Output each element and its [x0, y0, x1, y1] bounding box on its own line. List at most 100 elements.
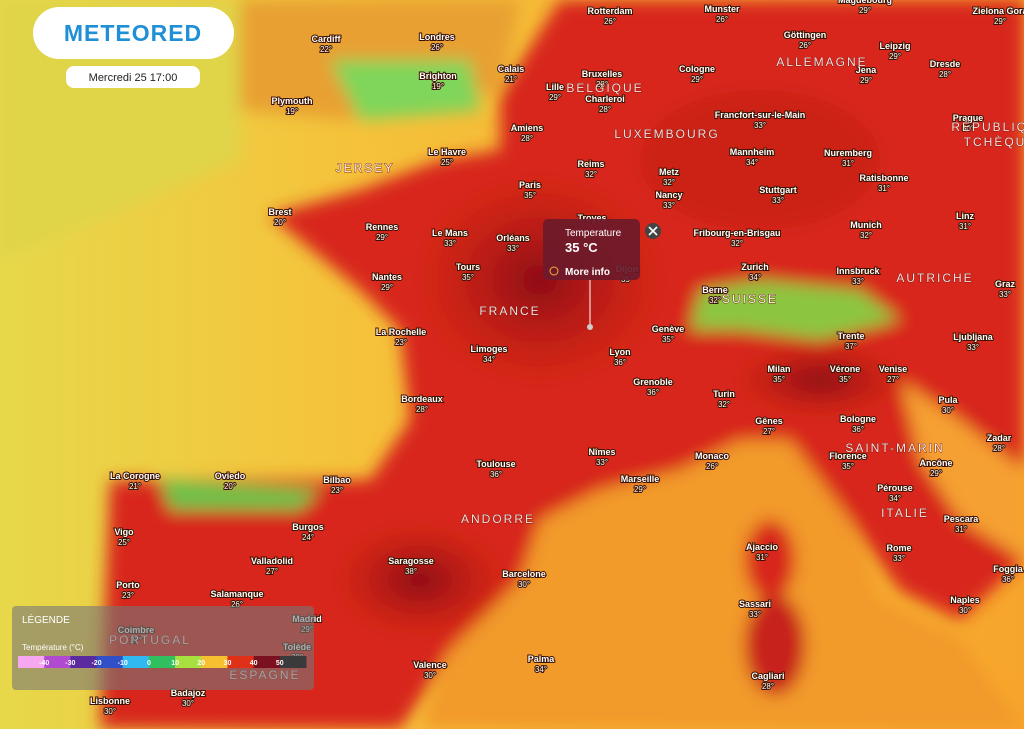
- city-temp: 26°: [431, 43, 443, 52]
- city-temp: 30°: [962, 124, 974, 133]
- city-temp: 33°: [596, 458, 608, 467]
- city-temp: 30°: [182, 699, 194, 708]
- city-temp: 33°: [507, 244, 519, 253]
- city-name: Rennes: [366, 222, 399, 232]
- city-name: Londres: [419, 32, 455, 42]
- city-name: Florence: [829, 451, 867, 461]
- legend-box: [12, 606, 314, 690]
- city-temp: 29°: [859, 6, 871, 15]
- city-name: Lille: [546, 82, 564, 92]
- city-temp: 33°: [444, 239, 456, 248]
- city-name: Bologne: [840, 414, 876, 424]
- scale-swatch: [44, 656, 71, 668]
- city-name: Limoges: [470, 344, 507, 354]
- country-label: SUISSE: [722, 292, 778, 306]
- city-name: Ajaccio: [746, 542, 779, 552]
- city-temp: 35°: [842, 462, 854, 471]
- country-label: SAINT-MARIN: [845, 441, 944, 455]
- city-temp: 33°: [893, 554, 905, 563]
- city-name: Zadar: [987, 433, 1012, 443]
- scale-tick: 30: [224, 660, 232, 667]
- city-name: Foggia: [993, 564, 1023, 574]
- city-name: Charleroi: [585, 94, 625, 104]
- city-name: Pula: [938, 395, 958, 405]
- popup-value: 35 °C: [565, 240, 598, 255]
- city-temp: 32°: [731, 239, 743, 248]
- city-name: Zielona Gora: [972, 6, 1024, 16]
- country-label: ITALIE: [881, 506, 929, 520]
- city-name: Lyon: [609, 347, 630, 357]
- city-name: Göttingen: [784, 30, 827, 40]
- city-name: Valladolid: [251, 556, 293, 566]
- city-temp: 28°: [416, 405, 428, 414]
- city-temp: 20°: [224, 482, 236, 491]
- city-name: Bruxelles: [582, 69, 623, 79]
- city-name: Nuremberg: [824, 148, 872, 158]
- city-name: Munich: [850, 220, 882, 230]
- city-temp: 27°: [763, 427, 775, 436]
- date: Mercredi 25 17:00: [89, 72, 178, 84]
- city-name: Vigo: [114, 527, 134, 537]
- city-temp: 35°: [462, 273, 474, 282]
- city-name: Marseille: [621, 474, 660, 484]
- city-name: Fribourg-en-Brisgau: [694, 228, 781, 238]
- logo-badge: [33, 7, 234, 59]
- popup[interactable]: Temperature 35 °C More info: [543, 219, 661, 330]
- city-temp: 31°: [878, 184, 890, 193]
- city-temp: 31°: [955, 525, 967, 534]
- country-label: RÉPUBLIQUE: [951, 119, 1024, 134]
- city-temp: 28°: [762, 682, 774, 691]
- scale-tick: 0: [147, 660, 151, 667]
- city-temp: 32°: [860, 231, 872, 240]
- popup-point: [587, 324, 593, 330]
- city-temp: 34°: [889, 494, 901, 503]
- city-name: Paris: [519, 180, 541, 190]
- scale-swatch: [201, 656, 228, 668]
- city-name: Valence: [413, 660, 447, 670]
- city-name: Pérouse: [877, 483, 913, 493]
- city-name: Cardiff: [312, 34, 342, 44]
- city-name: Salamanque: [210, 589, 263, 599]
- city-temp: 36°: [1002, 575, 1014, 584]
- city-temp: 27°: [266, 567, 278, 576]
- city-temp: 21°: [129, 482, 141, 491]
- city-name: Linz: [956, 211, 974, 221]
- city-temp: 22°: [320, 45, 332, 54]
- city-name: Grenoble: [633, 377, 673, 387]
- popup-link[interactable]: More info: [565, 267, 610, 278]
- country-label: LUXEMBOURG: [614, 127, 719, 141]
- scale-swatch: [227, 656, 255, 668]
- city-temp: 31°: [842, 159, 854, 168]
- city-name: Cagliari: [751, 671, 784, 681]
- city-name: Amiens: [511, 123, 544, 133]
- city-name: Bordeaux: [401, 394, 443, 404]
- scale-swatch: [18, 656, 45, 668]
- city-temp: 30°: [959, 606, 971, 615]
- city-temp: 26°: [716, 15, 728, 24]
- scale-swatch: [253, 656, 281, 668]
- popup-box: [543, 219, 640, 280]
- city-temp: 32°: [663, 178, 675, 187]
- date-badge: [66, 66, 200, 88]
- city-temp: 34°: [483, 355, 495, 364]
- city-name: La Corogne: [110, 471, 160, 481]
- city-temp: 32°: [585, 170, 597, 179]
- city-name: Venise: [879, 364, 908, 374]
- city-name: Zurich: [741, 262, 769, 272]
- country-label: BELGIQUE: [566, 81, 643, 95]
- city-temp: 26°: [706, 462, 718, 471]
- city-temp: 30°: [424, 671, 436, 680]
- city-name: Munster: [704, 4, 740, 14]
- city-name: Rotterdam: [587, 6, 632, 16]
- city-temp: 30°: [104, 707, 116, 716]
- scale-swatch: [70, 656, 98, 668]
- city-temp: 33°: [663, 201, 675, 210]
- city-temp: 29°: [691, 75, 703, 84]
- city-temp: 35°: [773, 375, 785, 384]
- city-name: Tours: [456, 262, 480, 272]
- country-label: JERSEY: [336, 161, 395, 175]
- city-name: Turin: [713, 389, 735, 399]
- city-name: Porto: [116, 580, 140, 590]
- city-name: Rome: [886, 543, 911, 553]
- city-name: Berne: [702, 285, 728, 295]
